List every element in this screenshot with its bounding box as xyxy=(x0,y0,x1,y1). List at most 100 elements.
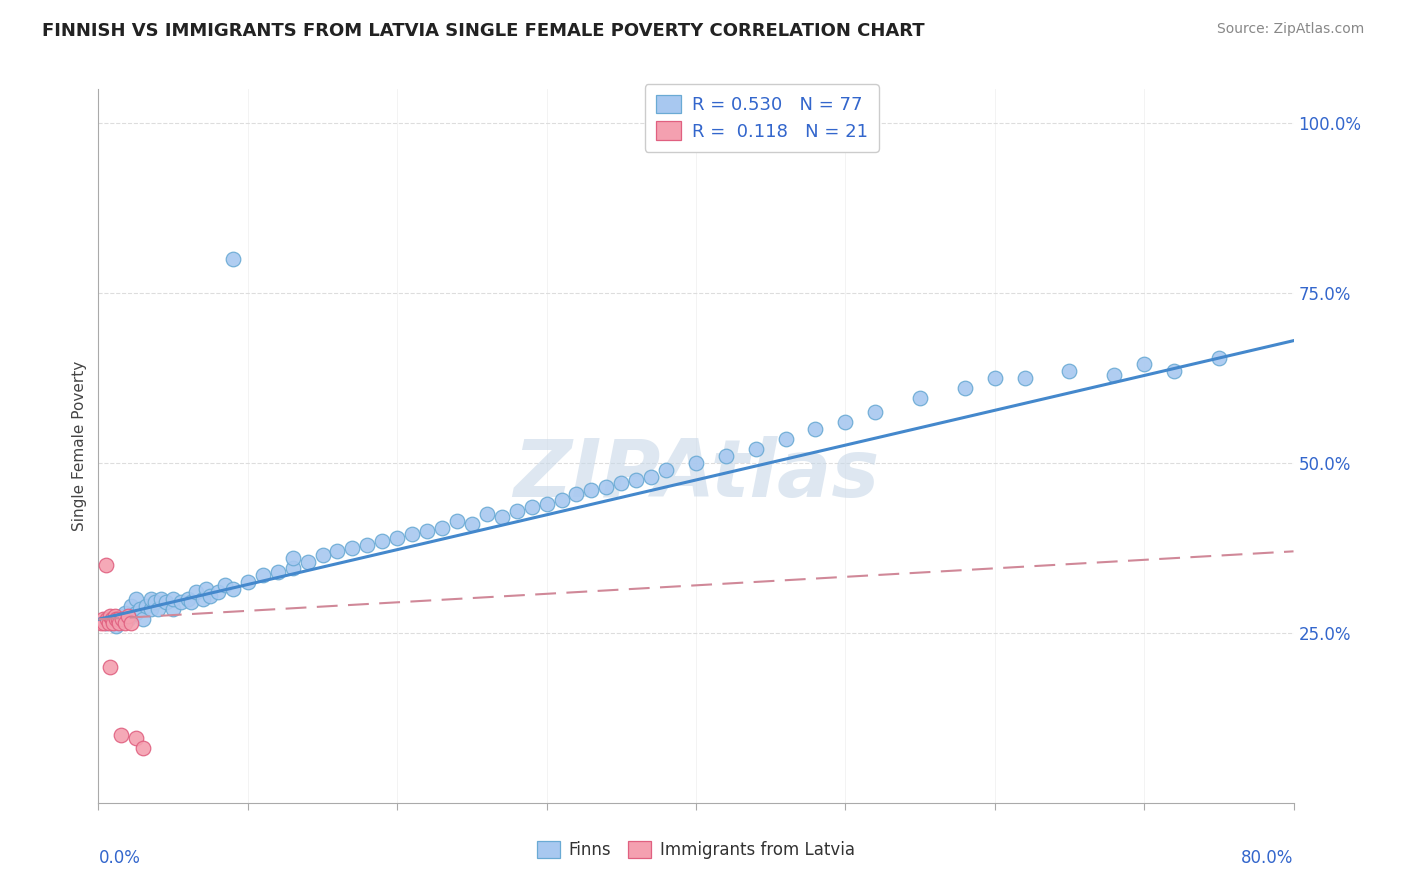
Point xyxy=(132,741,155,756)
Point xyxy=(135,599,157,613)
Point xyxy=(90,615,112,630)
Point xyxy=(103,615,125,630)
Point xyxy=(195,582,218,596)
Point xyxy=(117,612,139,626)
Point xyxy=(401,527,423,541)
Point xyxy=(311,548,333,562)
Point xyxy=(804,422,827,436)
Point xyxy=(342,541,364,555)
Point xyxy=(94,615,117,630)
Point xyxy=(461,517,484,532)
Point xyxy=(200,589,222,603)
Y-axis label: Single Female Poverty: Single Female Poverty xyxy=(72,361,87,531)
Point xyxy=(169,595,191,609)
Point xyxy=(162,591,184,606)
Point xyxy=(125,606,148,620)
Point xyxy=(252,568,274,582)
Point xyxy=(105,612,128,626)
Point xyxy=(655,463,678,477)
Point xyxy=(162,602,184,616)
Point xyxy=(581,483,603,498)
Point xyxy=(177,591,200,606)
Point xyxy=(180,595,202,609)
Point xyxy=(93,615,115,630)
Point xyxy=(132,612,155,626)
Point xyxy=(222,582,245,596)
Point xyxy=(1163,364,1185,378)
Point xyxy=(91,612,114,626)
Point xyxy=(143,595,166,609)
Point xyxy=(550,493,572,508)
Point xyxy=(214,578,236,592)
Legend: Finns, Immigrants from Latvia: Finns, Immigrants from Latvia xyxy=(530,834,862,866)
Point xyxy=(626,473,648,487)
Point xyxy=(110,608,132,623)
Point xyxy=(595,480,617,494)
Point xyxy=(984,371,1007,385)
Point xyxy=(120,599,142,613)
Point xyxy=(129,602,152,616)
Point xyxy=(1133,358,1156,372)
Point xyxy=(834,415,856,429)
Point xyxy=(610,476,633,491)
Point xyxy=(430,520,453,534)
Point xyxy=(111,612,134,626)
Point xyxy=(104,608,127,623)
Point xyxy=(108,615,131,630)
Point xyxy=(114,615,136,630)
Point xyxy=(326,544,349,558)
Point xyxy=(96,612,118,626)
Point xyxy=(114,606,136,620)
Point xyxy=(103,612,125,626)
Point xyxy=(416,524,439,538)
Point xyxy=(97,615,120,630)
Text: 0.0%: 0.0% xyxy=(98,849,141,867)
Text: Source: ZipAtlas.com: Source: ZipAtlas.com xyxy=(1216,22,1364,37)
Point xyxy=(150,591,173,606)
Point xyxy=(184,585,207,599)
Point xyxy=(536,497,558,511)
Point xyxy=(267,565,290,579)
Point xyxy=(506,503,529,517)
Point xyxy=(953,381,976,395)
Point xyxy=(110,728,132,742)
Point xyxy=(281,561,304,575)
Text: FINNISH VS IMMIGRANTS FROM LATVIA SINGLE FEMALE POVERTY CORRELATION CHART: FINNISH VS IMMIGRANTS FROM LATVIA SINGLE… xyxy=(42,22,925,40)
Point xyxy=(475,507,498,521)
Point xyxy=(125,591,148,606)
Point xyxy=(356,537,378,551)
Point xyxy=(98,660,122,674)
Point xyxy=(775,432,797,446)
Point xyxy=(1104,368,1126,382)
Point xyxy=(520,500,543,515)
Point xyxy=(191,591,214,606)
Point xyxy=(117,608,139,623)
Point xyxy=(491,510,513,524)
Point xyxy=(565,486,588,500)
Point xyxy=(94,558,117,572)
Point xyxy=(155,595,177,609)
Point xyxy=(125,731,148,746)
Point xyxy=(107,612,129,626)
Point xyxy=(714,449,737,463)
Point xyxy=(207,585,229,599)
Point xyxy=(685,456,707,470)
Point xyxy=(1014,371,1036,385)
Point xyxy=(640,469,662,483)
Point xyxy=(139,602,162,616)
Point xyxy=(371,534,394,549)
Point xyxy=(908,392,931,406)
Point xyxy=(297,555,319,569)
Point xyxy=(385,531,409,545)
Point xyxy=(1208,351,1230,365)
Point xyxy=(745,442,768,457)
Point xyxy=(1059,364,1081,378)
Point xyxy=(120,615,142,630)
Text: 80.0%: 80.0% xyxy=(1241,849,1294,867)
Point xyxy=(139,591,162,606)
Point xyxy=(105,619,128,633)
Point xyxy=(222,252,245,266)
Point xyxy=(446,514,468,528)
Point xyxy=(98,608,122,623)
Text: ZIPAtlas: ZIPAtlas xyxy=(513,435,879,514)
